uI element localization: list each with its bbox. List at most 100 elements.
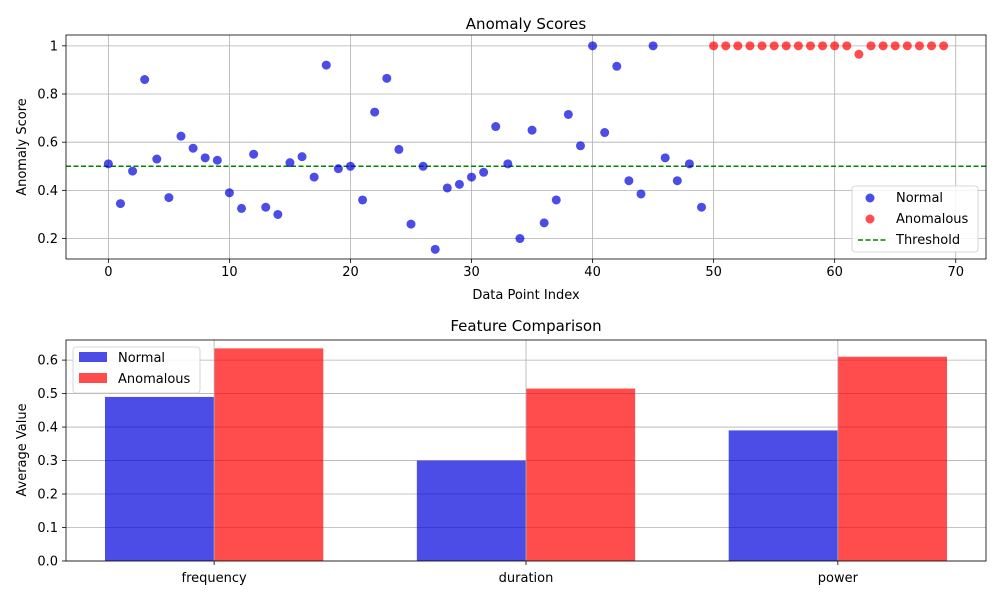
- normal-point: [370, 107, 380, 117]
- normal-point: [430, 244, 440, 254]
- x-tick-label: 0: [104, 265, 112, 280]
- anomalous-bar: [526, 388, 636, 561]
- legend-normal-swatch: [79, 352, 107, 362]
- y-tick-label: 0.4: [37, 421, 58, 436]
- legend-anomalous-label: Anomalous: [118, 372, 191, 387]
- anomalous-point: [830, 41, 840, 51]
- normal-point: [491, 122, 501, 132]
- normal-point: [551, 195, 561, 205]
- legend-box: [851, 185, 979, 253]
- legend-anomalous-label: Anomalous: [896, 212, 969, 227]
- x-tick-label: 60: [826, 265, 843, 280]
- anomaly-scores-points: [103, 41, 949, 254]
- anomalous-point: [866, 41, 876, 51]
- normal-point: [237, 203, 247, 213]
- normal-point: [527, 125, 537, 135]
- normal-point: [406, 219, 416, 229]
- normal-point: [200, 153, 210, 163]
- anomalous-point: [721, 41, 731, 51]
- anomalous-point: [890, 41, 900, 51]
- normal-point: [321, 60, 331, 70]
- normal-point: [394, 144, 404, 154]
- legend-normal-marker: [865, 193, 875, 203]
- anomaly-scores-legend: Normal Anomalous Threshold: [851, 185, 979, 253]
- anomalous-point: [878, 41, 888, 51]
- normal-point: [309, 172, 319, 182]
- anomalous-point: [939, 41, 949, 51]
- category-label: duration: [499, 571, 554, 586]
- anomalous-bar: [837, 356, 948, 561]
- normal-point: [600, 128, 610, 138]
- anomaly-scores-plot-frame: [65, 34, 987, 260]
- y-tick-label: 0.2: [37, 232, 58, 247]
- normal-bar: [416, 460, 526, 561]
- normal-point: [636, 189, 646, 199]
- anomalous-bar: [214, 348, 324, 561]
- normal-point: [454, 179, 464, 189]
- feature-comparison-y-ticks: 0.0 0.1 0.2 0.3 0.4 0.5 0.6: [37, 354, 66, 570]
- legend-anomalous-marker: [865, 214, 875, 224]
- x-tick-label: 50: [705, 265, 722, 280]
- normal-point: [152, 154, 162, 164]
- anomalous-point: [769, 41, 779, 51]
- x-tick-label: 30: [463, 265, 480, 280]
- normal-bar: [104, 396, 215, 561]
- legend-normal-label: Normal: [896, 191, 943, 206]
- anomalous-point: [914, 41, 924, 51]
- legend-normal-label: Normal: [118, 351, 165, 366]
- feature-comparison-y-label: Average Value: [15, 403, 30, 496]
- anomaly-scores-chart: 0 10 20 30 40 50 60 70 0.2 0.4 0.6 0.8 1 Anomaly Sc…: [15, 15, 987, 303]
- normal-bar: [728, 430, 838, 561]
- anomalous-point: [842, 41, 852, 51]
- feature-comparison-bars: [104, 348, 948, 561]
- normal-point: [684, 159, 694, 169]
- x-tick-label: 10: [221, 265, 238, 280]
- anomalous-point: [854, 49, 864, 59]
- anomalous-point: [745, 41, 755, 51]
- anomaly-scores-title: Anomaly Scores: [466, 15, 587, 33]
- normal-point: [249, 149, 259, 159]
- y-tick-label: 0.4: [37, 184, 58, 199]
- normal-point: [467, 172, 477, 182]
- y-tick-label: 0.8: [37, 88, 58, 103]
- normal-point: [297, 152, 307, 162]
- category-label: frequency: [182, 571, 248, 586]
- feature-comparison-vertical-grid: [213, 340, 839, 561]
- category-label: power: [818, 571, 859, 586]
- normal-point: [382, 73, 392, 83]
- normal-point: [612, 61, 622, 71]
- normal-point: [660, 153, 670, 163]
- normal-point: [188, 143, 198, 153]
- y-tick-label: 0.6: [37, 354, 58, 369]
- anomalous-point: [709, 41, 719, 51]
- y-tick-label: 0.0: [37, 555, 58, 570]
- legend-anomalous-swatch: [79, 373, 107, 383]
- normal-point: [103, 159, 113, 169]
- anomaly-scores-y-ticks: 0.2 0.4 0.6 0.8 1: [37, 39, 66, 247]
- y-tick-label: 0.6: [37, 136, 58, 151]
- anomalous-point: [733, 41, 743, 51]
- anomalous-point: [793, 41, 803, 51]
- feature-comparison-legend: Normal Anomalous: [72, 346, 201, 394]
- normal-point: [515, 234, 525, 244]
- anomalous-point: [805, 41, 815, 51]
- normal-point: [697, 202, 707, 212]
- y-tick-label: 0.1: [37, 521, 58, 536]
- normal-point: [672, 176, 682, 186]
- x-tick-label: 40: [584, 265, 601, 280]
- anomalous-point: [757, 41, 767, 51]
- normal-point: [358, 195, 368, 205]
- normal-point: [273, 209, 283, 219]
- normal-point: [115, 199, 125, 209]
- y-tick-label: 1: [50, 39, 58, 54]
- anomaly-scores-grid: [66, 35, 986, 259]
- y-tick-label: 0.5: [37, 387, 58, 402]
- normal-point: [345, 161, 355, 171]
- normal-point: [624, 176, 634, 186]
- anomaly-scores-y-label: Anomaly Score: [15, 98, 30, 196]
- normal-point: [285, 158, 295, 168]
- y-tick-label: 0.3: [37, 454, 58, 469]
- normal-point: [164, 193, 174, 203]
- normal-point: [128, 166, 138, 176]
